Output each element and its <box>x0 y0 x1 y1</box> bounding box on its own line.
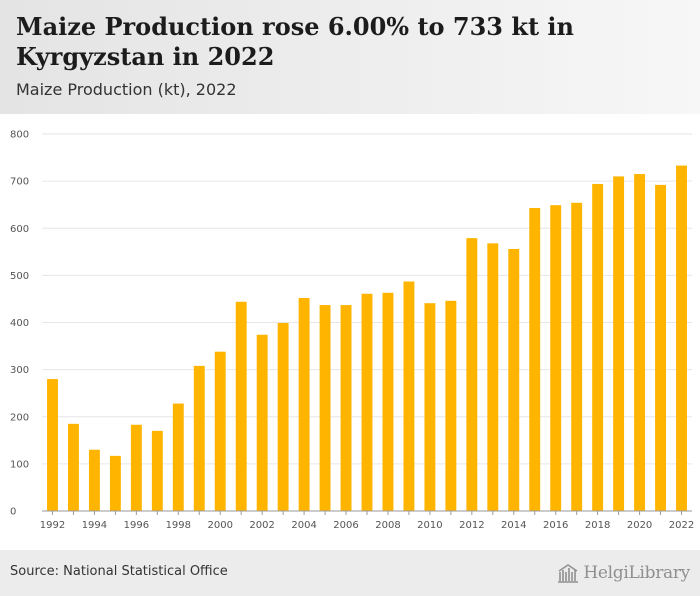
bar-2006 <box>340 305 352 511</box>
bar-1997 <box>151 430 163 511</box>
bar-2021 <box>655 184 666 511</box>
x-tick-label: 1996 <box>124 520 149 531</box>
y-axis-tick-labels: 0 100 200 300 400 500 600 700 800 <box>10 130 29 518</box>
bar-2007 <box>361 293 373 511</box>
bar-2003 <box>277 322 289 511</box>
x-tick-label: 2010 <box>417 520 442 531</box>
x-tick-label: 2002 <box>249 520 274 531</box>
x-axis: 1992 1994 1996 1998 2000 2002 2004 2006 2008 2010… <box>40 510 694 531</box>
bar-1995 <box>109 455 121 511</box>
x-tick-label: 2014 <box>501 520 526 531</box>
bar-2004 <box>298 297 310 511</box>
x-tick-label: 2020 <box>627 520 652 531</box>
y-tick-label: 600 <box>10 224 29 235</box>
chart-footer: Source: National Statistical Office Helg… <box>0 550 700 596</box>
x-tick-label: 2000 <box>207 520 232 531</box>
x-tick-label: 1994 <box>82 520 107 531</box>
x-tick-label: 2018 <box>585 520 610 531</box>
y-tick-label: 800 <box>10 130 29 141</box>
bar-2012 <box>466 238 478 511</box>
chart-title: Maize Production rose 6.00% to 733 kt in… <box>16 12 574 71</box>
logo-text: HelgiLibrary <box>583 563 690 583</box>
y-tick-label: 700 <box>10 177 29 188</box>
y-tick-label: 400 <box>10 318 29 329</box>
bar-2000 <box>214 351 226 511</box>
chart-header: Maize Production rose 6.00% to 733 kt in… <box>0 0 700 114</box>
x-tick-label: 2004 <box>291 520 316 531</box>
bar-2020 <box>634 174 646 511</box>
bar-1994 <box>88 449 100 511</box>
bar-2017 <box>571 202 583 511</box>
x-tick-label: 1998 <box>166 520 191 531</box>
bar-2014 <box>508 248 520 512</box>
x-tick-label: 1992 <box>40 520 65 531</box>
bar-2019 <box>613 176 625 511</box>
x-tick-label: 2016 <box>543 520 568 531</box>
y-tick-label: 100 <box>10 459 29 470</box>
bar-2013 <box>487 243 499 511</box>
bar-2016 <box>550 205 562 511</box>
bar-1998 <box>172 403 184 511</box>
bar-2010 <box>424 303 436 511</box>
y-tick-label: 0 <box>10 507 16 518</box>
bar-2018 <box>592 183 604 511</box>
y-tick-label: 200 <box>10 412 29 423</box>
chart-subtitle: Maize Production (kt), 2022 <box>16 80 237 99</box>
bars <box>47 165 687 512</box>
x-tick-label: 2022 <box>669 520 694 531</box>
x-tick-label: 2008 <box>375 520 400 531</box>
bar-2002 <box>256 334 268 511</box>
bar-1993 <box>68 423 79 511</box>
x-tick-label: 2006 <box>333 520 358 531</box>
bar-2015 <box>529 207 541 511</box>
bar-2011 <box>445 300 457 511</box>
library-building-icon <box>558 564 579 583</box>
x-tick-label: 2012 <box>459 520 484 531</box>
helgi-library-logo[interactable]: HelgiLibrary <box>557 560 690 586</box>
bar-2009 <box>403 281 415 511</box>
bar-2001 <box>235 301 247 511</box>
y-tick-label: 500 <box>10 271 29 282</box>
source-note: Source: National Statistical Office <box>10 564 228 579</box>
bar-1999 <box>193 365 205 511</box>
bar-2005 <box>319 305 331 511</box>
bar-1992 <box>47 379 58 511</box>
bar-2022 <box>676 165 687 512</box>
bar-1996 <box>130 424 142 511</box>
bar-2008 <box>382 292 394 511</box>
y-tick-label: 300 <box>10 365 29 376</box>
